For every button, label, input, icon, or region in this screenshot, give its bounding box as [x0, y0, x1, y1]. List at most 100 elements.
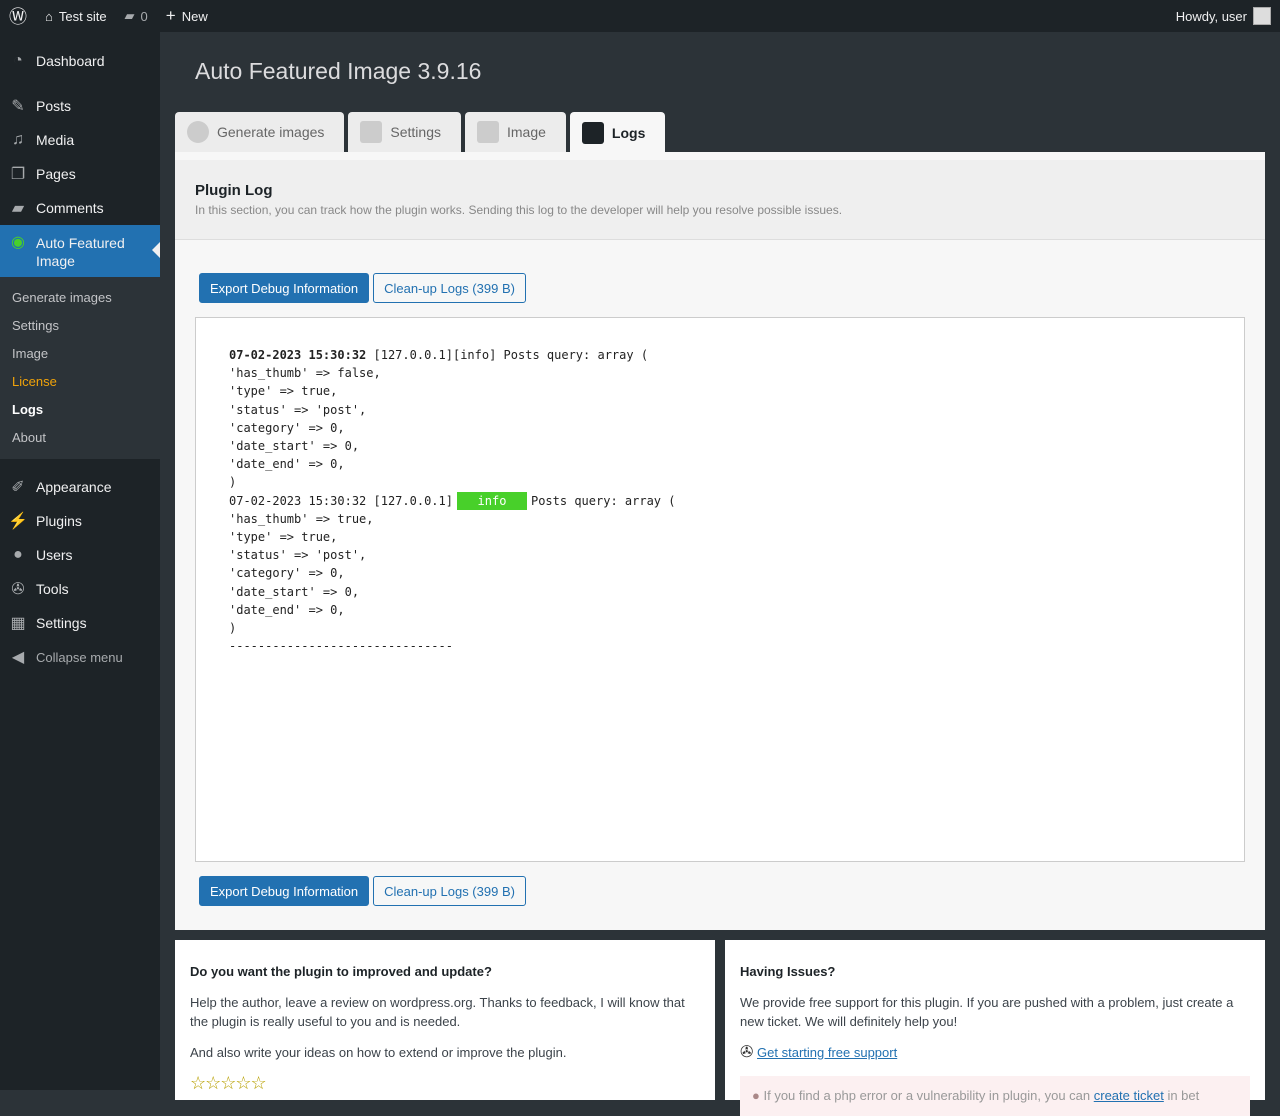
menu-media[interactable]: ♫ Media — [0, 123, 160, 157]
logs-panel: Plugin Log In this section, you can trac… — [175, 152, 1265, 930]
site-link[interactable]: ⌂ Test site — [36, 0, 116, 32]
menu-label: Settings — [36, 615, 87, 631]
wp-logo-icon[interactable]: Ⓦ — [9, 7, 27, 27]
box-text: We provide free support for this plugin.… — [740, 995, 1234, 1029]
cleanup-logs-button[interactable]: Clean-up Logs (399 B) — [373, 876, 526, 906]
page-title: Auto Featured Image 3.9.16 — [195, 58, 482, 84]
section-description: In this section, you can track how the p… — [195, 203, 843, 217]
menu-label: Plugins — [36, 513, 82, 529]
site-name: Test site — [58, 8, 107, 24]
menu-pages[interactable]: ❐ Pages — [0, 157, 160, 191]
box-text: And also write your ideas on how to exte… — [190, 1045, 567, 1060]
dashboard-icon: ◔ — [13, 52, 23, 69]
comments-link[interactable]: ▰ 0 — [116, 0, 157, 32]
tab-label: Generate images — [217, 124, 325, 140]
submenu-logs[interactable]: Logs — [12, 402, 44, 417]
sidebar: ◔ Dashboard ✎ Posts ♫ Media ❐ Pages ▰ Comment… — [0, 32, 160, 1090]
wrench-icon: ✇ — [11, 581, 25, 598]
submenu-about[interactable]: About — [12, 430, 46, 445]
box-text: Help the author, leave a review on wordp… — [190, 995, 685, 1029]
plus-icon: + — [165, 6, 176, 25]
menu-posts[interactable]: ✎ Posts — [0, 89, 160, 123]
menu-settings[interactable]: ▦ Settings — [0, 606, 160, 640]
comment-count: 0 — [140, 8, 148, 24]
gauge-icon — [187, 121, 209, 143]
log-timestamp: 07-02-2023 15:30:32 — [229, 348, 367, 362]
menu-label: Users — [36, 547, 73, 563]
submenu: Generate images Settings Image License L… — [0, 277, 160, 459]
comment-icon: ▰ — [124, 8, 135, 23]
menu-label: Auto Featured Image — [36, 235, 125, 269]
plugin-search-icon: ◉ — [11, 234, 25, 251]
rating-stars[interactable]: ☆☆☆☆☆ — [190, 1073, 267, 1093]
menu-appearance[interactable]: ✐ Appearance — [0, 470, 160, 504]
menu-label: Posts — [36, 98, 72, 114]
menu-label: Comments — [36, 200, 104, 216]
tab-image[interactable]: Image — [465, 112, 566, 152]
submenu-license[interactable]: License — [12, 374, 57, 389]
top-actions: Export Debug Information Clean-up Logs (… — [199, 273, 526, 303]
collapse-menu[interactable]: ◀ Collapse menu — [0, 640, 160, 674]
avatar — [1253, 7, 1271, 25]
menu-label: Collapse menu — [36, 649, 123, 665]
new-link[interactable]: + New — [157, 0, 217, 32]
export-debug-button[interactable]: Export Debug Information — [199, 273, 370, 303]
pages-icon: ❐ — [10, 166, 26, 183]
settings-icon — [360, 121, 383, 143]
plugin-icon: ⚡ — [8, 513, 28, 530]
brush-icon: ✐ — [11, 479, 25, 496]
settings-icon: ▦ — [10, 615, 26, 632]
account-menu[interactable]: Howdy, user — [1167, 0, 1280, 32]
menu-label: Pages — [36, 166, 76, 182]
box-title: Do you want the plugin to improved and u… — [190, 964, 492, 979]
tab-generate-images[interactable]: Generate images — [175, 112, 345, 152]
user-icon: ● — [13, 546, 23, 563]
main-content: Auto Featured Image 3.9.16 Generate imag… — [160, 32, 1280, 1116]
media-icon: ♫ — [12, 131, 24, 148]
pin-icon: ✎ — [11, 98, 25, 115]
submenu-image[interactable]: Image — [12, 346, 49, 361]
submenu-generate[interactable]: Generate images — [12, 290, 112, 305]
menu-label: Tools — [36, 581, 69, 597]
box-title: Having Issues? — [740, 964, 836, 979]
alert-icon: ● — [752, 1088, 760, 1103]
image-icon — [477, 121, 499, 143]
comment-icon: ▰ — [11, 200, 25, 217]
log-entry-prefix: 07-02-2023 15:30:32 [127.0.0.1] — [229, 493, 453, 508]
create-ticket-link[interactable]: create ticket — [1093, 1088, 1164, 1103]
menu-label: Appearance — [36, 479, 112, 495]
tab-label: Image — [507, 124, 546, 140]
menu-label: Media — [36, 132, 75, 148]
log-entry: Posts query: array ( 'has_thumb' => true… — [229, 493, 676, 654]
submenu-settings[interactable]: Settings — [12, 318, 59, 333]
tab-label: Settings — [390, 124, 441, 140]
new-label: New — [181, 8, 208, 24]
log-entry: [127.0.0.1][info] Posts query: array ( '… — [229, 348, 649, 490]
menu-comments[interactable]: ▰ Comments — [0, 191, 160, 225]
menu-auto-featured-image[interactable]: ◉ Auto Featured Image — [0, 225, 160, 277]
bottom-actions: Export Debug Information Clean-up Logs (… — [199, 876, 526, 906]
list-icon — [581, 121, 604, 144]
menu-label: Dashboard — [36, 53, 105, 69]
menu-plugins[interactable]: ⚡ Plugins — [0, 504, 160, 538]
support-link[interactable]: Get starting free support — [757, 1045, 898, 1060]
alert-text: If you find a php error or a vulnerabili… — [763, 1088, 1094, 1103]
menu-users[interactable]: ● Users — [0, 538, 160, 572]
menu-dashboard[interactable]: ◔ Dashboard — [0, 44, 160, 78]
info-badge: info — [456, 491, 527, 510]
review-box: Do you want the plugin to improved and u… — [175, 940, 715, 1100]
collapse-icon: ◀ — [11, 649, 25, 666]
export-debug-button[interactable]: Export Debug Information — [199, 876, 370, 906]
tabs: Generate images Settings Image Logs — [175, 112, 666, 153]
menu-tools[interactable]: ✇ Tools — [0, 572, 160, 606]
admin-bar: Ⓦ ⌂ Test site ▰ 0 + New Howdy, user — [0, 0, 1280, 32]
howdy-text: Howdy, user — [1175, 8, 1247, 24]
tab-logs[interactable]: Logs — [569, 112, 666, 153]
tab-settings[interactable]: Settings — [348, 112, 461, 152]
log-viewer[interactable]: 07-02-2023 15:30:32 [127.0.0.1][info] Po… — [195, 317, 1245, 862]
lifebuoy-icon: ✇ — [740, 1044, 754, 1061]
panel-header: Plugin Log In this section, you can trac… — [175, 160, 1265, 240]
error-alert: ● If you find a php error or a vulnerabi… — [740, 1076, 1250, 1116]
cleanup-logs-button[interactable]: Clean-up Logs (399 B) — [373, 273, 526, 303]
home-icon: ⌂ — [45, 8, 53, 24]
